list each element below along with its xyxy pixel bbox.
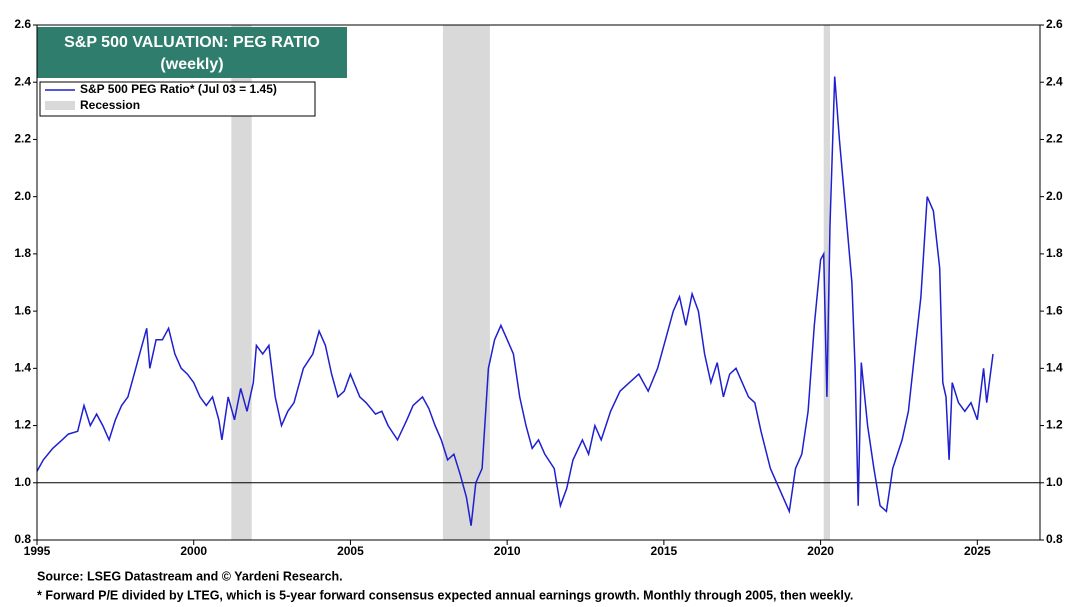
recession-band xyxy=(442,25,490,540)
x-tick-label: 2025 xyxy=(964,544,991,558)
y-tick-label-right: 1.8 xyxy=(1046,246,1063,260)
x-tick-label: 2010 xyxy=(494,544,521,558)
footnote: * Forward P/E divided by LTEG, which is … xyxy=(37,588,853,602)
y-tick-label: 2.4 xyxy=(14,74,31,88)
y-tick-label: 2.6 xyxy=(14,17,31,31)
series-line xyxy=(36,76,994,526)
title-box xyxy=(37,27,347,78)
y-tick-label-right: 1.0 xyxy=(1046,475,1063,489)
y-tick-label: 1.0 xyxy=(14,475,31,489)
y-tick-label: 0.8 xyxy=(14,532,31,546)
legend-label: S&P 500 PEG Ratio* (Jul 03 = 1.45) xyxy=(80,82,277,96)
y-tick-label-right: 2.2 xyxy=(1046,132,1063,146)
x-tick-label: 1995 xyxy=(24,544,51,558)
y-tick-label-right: 2.0 xyxy=(1046,189,1063,203)
y-tick-label-right: 1.4 xyxy=(1046,361,1063,375)
y-tick-label: 2.0 xyxy=(14,189,31,203)
y-tick-label: 1.2 xyxy=(14,418,31,432)
source-note: Source: LSEG Datastream and © Yardeni Re… xyxy=(37,569,343,583)
recession-band xyxy=(823,25,830,540)
legend-label: Recession xyxy=(80,98,140,112)
y-tick-label: 1.4 xyxy=(14,361,31,375)
y-tick-label-right: 2.4 xyxy=(1046,74,1063,88)
legend-box xyxy=(39,81,316,117)
x-tick-label: 2015 xyxy=(651,544,678,558)
chart-title: S&P 500 VALUATION: PEG RATIO xyxy=(64,34,320,51)
y-tick-label: 2.2 xyxy=(14,132,31,146)
y-tick-label: 1.8 xyxy=(14,246,31,260)
x-tick-label: 2005 xyxy=(337,544,364,558)
x-tick-label: 2000 xyxy=(180,544,207,558)
chart-subtitle: (weekly) xyxy=(160,56,223,73)
y-tick-label: 1.6 xyxy=(14,303,31,317)
x-tick-label: 2020 xyxy=(807,544,834,558)
y-tick-label-right: 1.2 xyxy=(1046,418,1063,432)
y-tick-label-right: 1.6 xyxy=(1046,303,1063,317)
plot-border xyxy=(36,24,1041,541)
y-tick-label-right: 0.8 xyxy=(1046,532,1063,546)
y-tick-label-right: 2.6 xyxy=(1046,17,1063,31)
legend-swatch xyxy=(45,101,75,110)
